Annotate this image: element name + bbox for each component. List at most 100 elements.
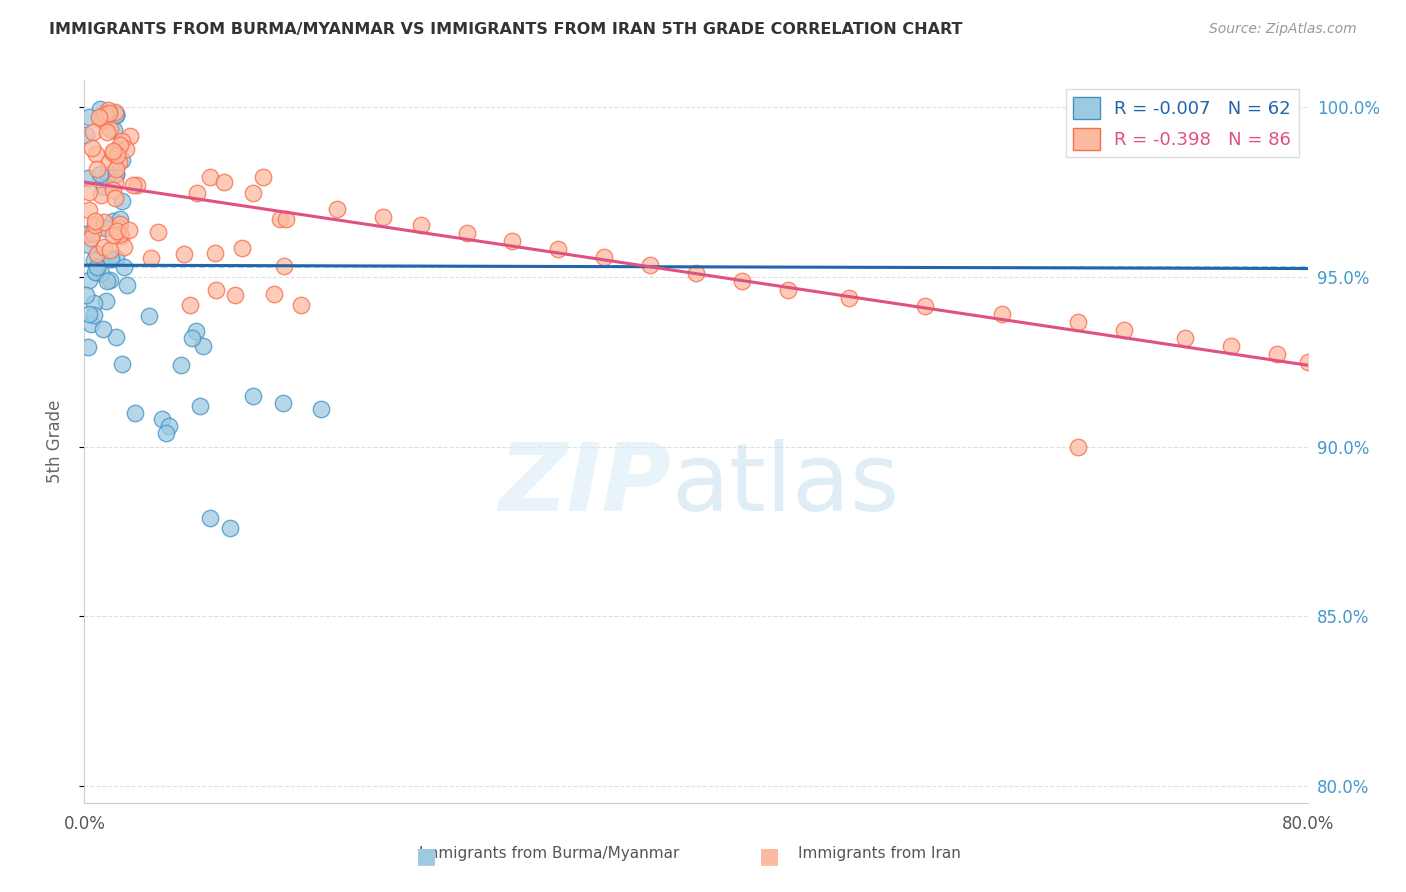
Point — [103, 183, 125, 197]
Point — [325, 202, 347, 217]
Point — [107, 143, 129, 157]
Point — [731, 275, 754, 289]
Point — [914, 299, 936, 313]
Point — [685, 267, 707, 281]
Point — [1174, 331, 1197, 345]
Point — [89, 167, 111, 181]
Point — [94, 221, 117, 235]
Point — [104, 251, 127, 265]
Point — [108, 220, 131, 235]
Point — [93, 112, 115, 127]
Point — [200, 169, 222, 184]
Point — [212, 175, 235, 189]
Point — [108, 211, 131, 226]
Point — [101, 228, 124, 243]
Point — [186, 186, 208, 200]
Text: Source: ZipAtlas.com: Source: ZipAtlas.com — [1209, 22, 1357, 37]
Point — [93, 180, 115, 194]
Point — [86, 247, 108, 261]
Point — [179, 298, 201, 312]
Point — [1067, 315, 1090, 329]
Point — [87, 110, 110, 124]
Point — [104, 108, 127, 122]
Point — [98, 272, 121, 286]
Point — [75, 288, 97, 302]
Point — [93, 112, 115, 127]
Point — [82, 226, 104, 240]
Point — [101, 144, 124, 158]
Point — [111, 194, 134, 209]
Point — [271, 395, 294, 409]
Point — [76, 227, 98, 241]
Point — [138, 309, 160, 323]
Point — [80, 317, 103, 331]
Point — [79, 110, 101, 124]
Point — [83, 252, 105, 267]
Point — [83, 296, 105, 310]
Point — [76, 171, 98, 186]
Text: Immigrants from Burma/Myanmar: Immigrants from Burma/Myanmar — [419, 847, 679, 861]
Point — [90, 112, 112, 127]
Point — [103, 213, 125, 227]
Point — [104, 175, 127, 189]
Point — [96, 169, 118, 183]
Text: ZIP: ZIP — [499, 439, 672, 531]
Text: IMMIGRANTS FROM BURMA/MYANMAR VS IMMIGRANTS FROM IRAN 5TH GRADE CORRELATION CHAR: IMMIGRANTS FROM BURMA/MYANMAR VS IMMIGRA… — [49, 22, 963, 37]
Point — [100, 252, 122, 266]
Point — [93, 239, 115, 253]
Y-axis label: 5th Grade: 5th Grade — [45, 400, 63, 483]
Point — [112, 260, 135, 274]
Point — [191, 339, 214, 353]
Point — [252, 169, 274, 184]
Point — [242, 186, 264, 201]
Point — [231, 241, 253, 255]
Legend: R = -0.007   N = 62, R = -0.398   N = 86: R = -0.007 N = 62, R = -0.398 N = 86 — [1066, 89, 1299, 157]
Point — [90, 188, 112, 202]
Point — [124, 406, 146, 420]
Point — [1265, 347, 1288, 361]
Point — [83, 265, 105, 279]
Point — [108, 217, 131, 231]
Point — [110, 229, 132, 244]
Point — [105, 330, 128, 344]
Point — [83, 308, 105, 322]
Point — [838, 291, 860, 305]
Point — [110, 227, 132, 242]
Point — [118, 128, 141, 143]
Point — [108, 138, 131, 153]
Point — [86, 265, 108, 279]
Point — [1114, 323, 1136, 337]
Point — [104, 105, 127, 120]
Point — [98, 121, 121, 136]
Point — [188, 399, 211, 413]
Point — [115, 142, 138, 156]
Point — [104, 191, 127, 205]
Point — [456, 227, 478, 241]
Point — [146, 225, 169, 239]
Text: atlas: atlas — [672, 439, 900, 531]
Point — [173, 247, 195, 261]
Point — [127, 178, 149, 192]
Point — [84, 214, 107, 228]
Text: ■: ■ — [759, 847, 780, 866]
Point — [593, 251, 616, 265]
Point — [80, 141, 103, 155]
Point — [79, 185, 101, 199]
Point — [273, 259, 295, 273]
Point — [991, 307, 1014, 321]
Point — [204, 283, 226, 297]
Point — [84, 146, 107, 161]
Point — [104, 106, 127, 120]
Point — [96, 274, 118, 288]
Point — [371, 211, 394, 225]
Point — [111, 153, 134, 168]
Point — [108, 155, 131, 169]
Point — [242, 389, 264, 403]
Point — [82, 125, 104, 139]
Point — [90, 266, 112, 280]
Point — [86, 260, 108, 275]
Point — [204, 246, 226, 260]
Point — [198, 511, 221, 525]
Point — [105, 167, 128, 181]
Point — [112, 240, 135, 254]
